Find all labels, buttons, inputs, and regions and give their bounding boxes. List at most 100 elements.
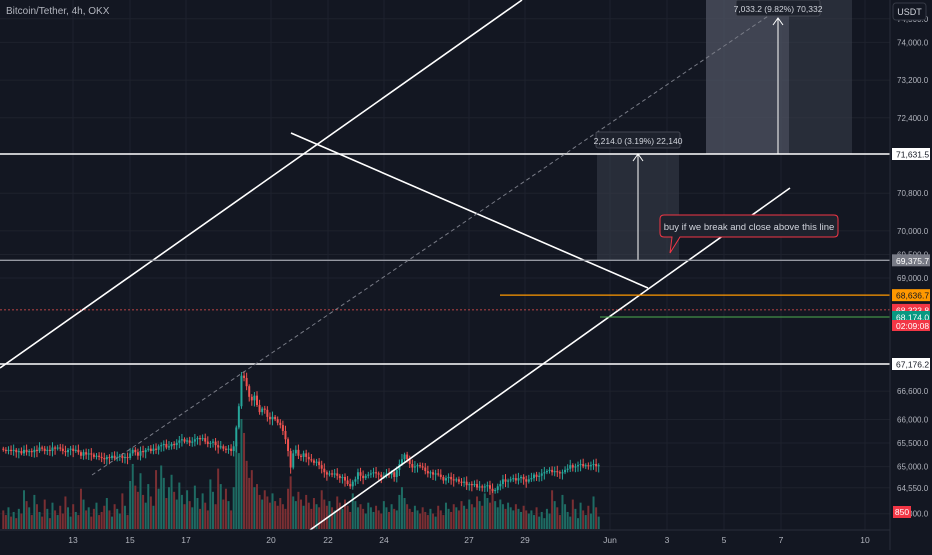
candle-body [199, 438, 201, 439]
candle-body [411, 464, 413, 468]
candle-body [585, 465, 587, 466]
volume-bar [209, 479, 211, 529]
x-tick-label: 20 [266, 535, 276, 545]
candle-body [372, 472, 374, 473]
candle-body [297, 450, 299, 456]
candle-body [225, 449, 227, 450]
volume-bar [277, 506, 279, 529]
candle-body [111, 456, 113, 458]
volume-bar [471, 504, 473, 529]
volume-bar [256, 484, 258, 529]
candle-body [300, 456, 302, 457]
volume-bar [398, 495, 400, 529]
volume-bar [248, 478, 250, 529]
candle-body [220, 446, 222, 447]
candle-body [429, 472, 431, 473]
candle-body [88, 453, 90, 454]
candle-body [559, 472, 561, 473]
candle-body [134, 450, 136, 452]
volume-bar [243, 433, 245, 529]
candle-body [564, 470, 566, 472]
volume-bar [147, 484, 149, 529]
candle-body [191, 442, 193, 443]
candle-body [142, 451, 144, 452]
volume-bar [318, 507, 320, 529]
candle-body [150, 449, 152, 451]
candle-body [321, 465, 323, 469]
volume-bar [207, 510, 209, 529]
x-tick-label: 22 [323, 535, 333, 545]
candle-body [466, 482, 468, 486]
volume-bar [341, 509, 343, 529]
volume-bar [492, 490, 494, 529]
candle-body [269, 417, 271, 419]
candle-body [287, 439, 289, 451]
volume-bar [445, 503, 447, 529]
volume-bar [111, 517, 113, 529]
volume-bar [323, 500, 325, 529]
volume-bar [165, 498, 167, 529]
volume-bar [525, 510, 527, 529]
candle-body [437, 473, 439, 474]
candle-body [502, 479, 504, 484]
volume-bar [466, 509, 468, 529]
x-tick-label: 29 [520, 535, 530, 545]
candle-body [282, 425, 284, 431]
volume-bar [422, 507, 424, 529]
candle-body [577, 465, 579, 466]
candle-body [546, 471, 548, 472]
volume-bar [494, 501, 496, 529]
candle-body [463, 482, 465, 483]
volume-bar [590, 514, 592, 529]
volume-bar [186, 490, 188, 529]
volume-bar [41, 517, 43, 529]
candle-body [572, 465, 574, 467]
candle-body [103, 458, 105, 459]
volume-bar [163, 478, 165, 529]
volume-bar [523, 506, 525, 529]
candle-body [334, 473, 336, 474]
volume-bar [119, 514, 121, 529]
volume-bar [297, 492, 299, 529]
volume-bar [184, 504, 186, 529]
candle-body [486, 485, 488, 486]
volume-bar [127, 515, 129, 529]
volume-bar [181, 495, 183, 529]
volume-bar [215, 504, 217, 529]
volume-bar [114, 504, 116, 529]
volume-bar [489, 503, 491, 529]
candle-body [484, 486, 486, 487]
candle-body [435, 473, 437, 474]
volume-bar [228, 501, 230, 529]
volume-bar [313, 498, 315, 529]
volume-bar [10, 517, 12, 529]
candle-body [595, 464, 597, 466]
candle-body [215, 442, 217, 446]
volume-bar [458, 510, 460, 529]
candle-body [396, 470, 398, 477]
volume-bar [225, 489, 227, 529]
volume-bar [416, 510, 418, 529]
volume-bar [246, 461, 248, 529]
volume-bar [429, 509, 431, 529]
candle-body [517, 478, 519, 480]
volume-bar [411, 512, 413, 529]
candle-body [336, 473, 338, 475]
volume-bar [51, 503, 53, 529]
volume-bar [171, 475, 173, 529]
volume-bar [528, 514, 530, 529]
volume-bar [396, 510, 398, 529]
candle-body [549, 470, 551, 471]
volume-bar [533, 515, 535, 529]
x-tick-label: 5 [722, 535, 727, 545]
candle-body [212, 442, 214, 443]
candle-body [305, 453, 307, 457]
candle-body [328, 473, 330, 474]
candle-body [264, 409, 266, 410]
volume-bar [233, 487, 235, 529]
volume-bar [212, 492, 214, 529]
candle-body [497, 486, 499, 490]
volume-bar [137, 492, 139, 529]
